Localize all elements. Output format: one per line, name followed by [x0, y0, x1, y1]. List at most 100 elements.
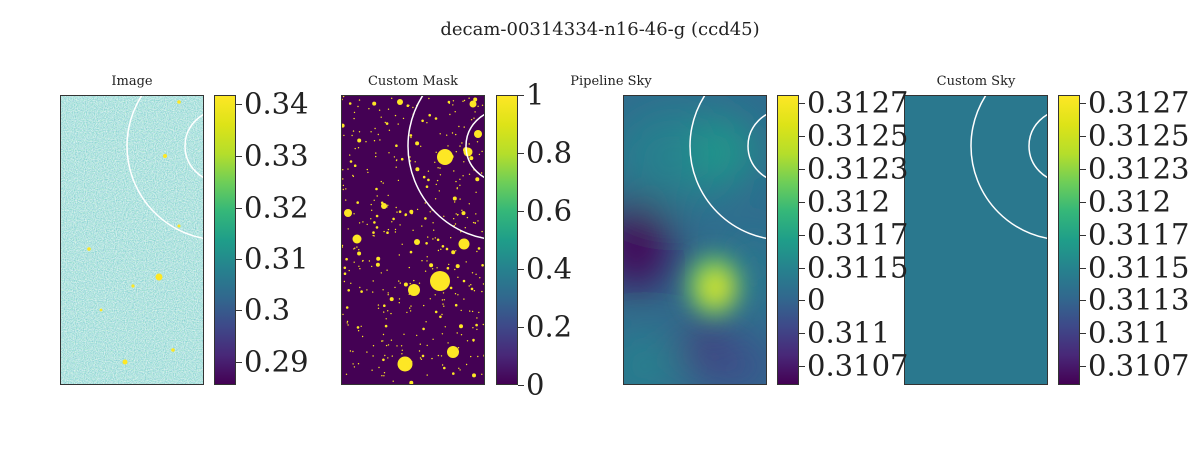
- mask-speck: [354, 147, 356, 150]
- mask-speck: [455, 151, 457, 153]
- colorbar-tick: [1080, 366, 1086, 367]
- mask-speck: [358, 249, 360, 251]
- mask-speck: [409, 209, 414, 214]
- mask-speck: [366, 168, 368, 171]
- mask-speck: [429, 211, 431, 213]
- mask-speck: [415, 167, 420, 172]
- mask-speck: [463, 298, 465, 300]
- colorbar-tick-label: 0.29: [244, 344, 309, 379]
- mask-speck: [416, 334, 418, 337]
- mask-speck: [375, 187, 378, 191]
- mask-speck: [455, 250, 457, 252]
- mask-speck: [347, 168, 349, 170]
- mask-speck: [446, 266, 450, 270]
- mask-speck: [357, 330, 360, 332]
- mask-speck: [441, 299, 444, 301]
- mask-speck: [358, 222, 361, 224]
- colorbar-tick-label: 0.3113: [1088, 282, 1190, 317]
- panel-title-mask: Custom Mask: [367, 74, 459, 89]
- mask-speck: [436, 238, 440, 242]
- pipeline-sky-panel: [623, 95, 767, 385]
- image-circles: [126, 96, 203, 239]
- mask-speck: [454, 111, 456, 113]
- mask-speck: [459, 324, 463, 329]
- mask-speck: [480, 172, 483, 174]
- mask-speck: [399, 224, 401, 226]
- mask-speck: [476, 250, 478, 253]
- mask-speck: [347, 324, 349, 326]
- mask-speck: [387, 108, 390, 110]
- mask-speck: [390, 312, 392, 315]
- mask-speck: [463, 161, 465, 163]
- mask-speck: [396, 345, 398, 347]
- mask-speck: [447, 100, 451, 104]
- mask-speck: [345, 257, 348, 261]
- mask-speck: [346, 322, 348, 324]
- colorbar-tick-label: 0.3117: [807, 217, 909, 252]
- mask-speck: [429, 298, 431, 300]
- mask-speck: [396, 211, 398, 213]
- mask-speck: [412, 106, 414, 109]
- mask-speck: [401, 349, 403, 351]
- mask-speck: [373, 140, 376, 142]
- colorbar-tick-label: 0.3107: [1088, 348, 1190, 383]
- mask-speck: [343, 280, 346, 283]
- mask-speck: [426, 122, 428, 124]
- figure-title: decam-00314334-n16-46-g (ccd45): [440, 19, 760, 40]
- mask-speck: [472, 340, 475, 342]
- mask-speck: [472, 373, 476, 378]
- mask-speck: [382, 289, 384, 291]
- mask-speck: [477, 247, 481, 250]
- mask-speck: [391, 97, 393, 99]
- mask-speck: [420, 145, 422, 147]
- mask-speck: [403, 282, 408, 287]
- mask-speck: [434, 237, 436, 239]
- mask-speck: [446, 134, 448, 136]
- mask-speck: [452, 104, 454, 106]
- colorbar-tick-label: 0.3123: [1088, 151, 1190, 186]
- mask-speck: [466, 216, 469, 219]
- mask-speck: [444, 326, 446, 328]
- mask-speck: [342, 244, 344, 247]
- mask-speck: [395, 166, 397, 168]
- mask-speck: [348, 269, 350, 272]
- mask-speck: [477, 355, 479, 358]
- mask-speck: [472, 327, 474, 329]
- mask-speck: [454, 223, 457, 225]
- mask-speck: [468, 173, 471, 175]
- mask-speck: [349, 160, 353, 163]
- mask-speck: [436, 267, 438, 269]
- colorbar-tick: [1080, 300, 1086, 301]
- colorbar-tick-label: 0.3127: [1088, 85, 1190, 120]
- colorbar-tick-label: 0.3123: [807, 151, 909, 186]
- mask-speck: [471, 310, 474, 313]
- mask-speck: [425, 185, 429, 188]
- colorbar-tick: [236, 156, 242, 157]
- mask-speck: [468, 285, 470, 287]
- mask-speck: [483, 354, 484, 357]
- mask-speck: [443, 366, 446, 370]
- custom-sky-panel: [904, 95, 1048, 385]
- mask-speck: [466, 340, 469, 342]
- mask-speck: [403, 333, 405, 335]
- mask-speck: [372, 231, 375, 234]
- mask-speck: [342, 178, 344, 180]
- colorbar-tick: [799, 136, 805, 137]
- colorbar-tick: [1080, 202, 1086, 203]
- mask-speck: [400, 345, 403, 347]
- mask-speck: [420, 358, 423, 360]
- mask-speck: [385, 318, 387, 320]
- mask-speck: [459, 198, 461, 200]
- mask-speck: [361, 260, 364, 262]
- mask-speck: [365, 141, 367, 143]
- mask-speck: [348, 102, 352, 105]
- colorbar-tick: [1080, 333, 1086, 334]
- mask-speck: [409, 134, 413, 137]
- mask-speck: [456, 187, 458, 189]
- custom-sky-circles: [970, 96, 1047, 239]
- colorbar-tick-label: 0.3115: [807, 250, 909, 285]
- mask-speck: [354, 247, 356, 249]
- mask-speck: [464, 227, 466, 229]
- mask-speck: [478, 311, 480, 314]
- mask-speck: [398, 298, 401, 300]
